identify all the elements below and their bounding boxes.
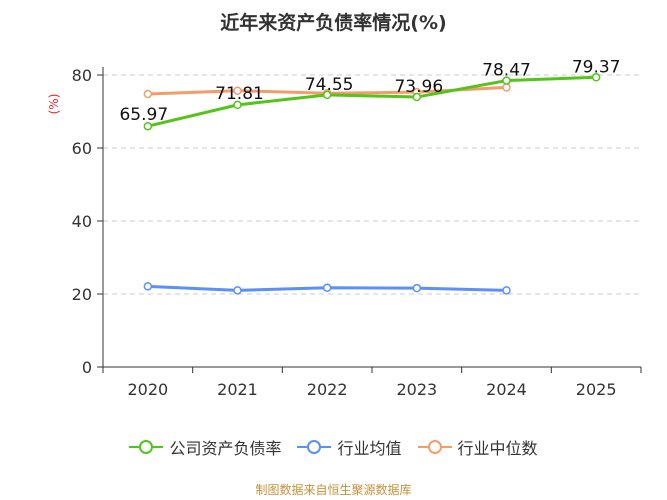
y-tick-label: 60 [72,139,92,158]
grid-lines [103,74,641,295]
legend-item[interactable]: 行业中位数 [417,435,538,459]
data-label: 74.55 [305,75,354,95]
legend-marker-icon [417,439,452,455]
x-tick-label: 2024 [486,380,527,399]
data-point [502,83,511,92]
data-point [322,283,332,293]
legend-marker-icon [297,439,332,455]
chart-title: 近年来资产负债率情况(%) [220,12,447,34]
source-note: 制图数据来自恒生聚源数据库 [255,483,412,497]
data-point [502,286,511,295]
data-point [322,90,332,100]
data-label: 79.37 [572,57,621,77]
data-point [502,76,511,85]
y-tick-labels: 0 20 40 60 80 [72,66,92,377]
legend-label: 行业均值 [337,439,402,458]
data-points [143,73,601,295]
x-tick-label: 2020 [127,380,168,399]
data-point [233,286,242,295]
y-axis-label: (%) [47,94,61,115]
y-tick-label: 0 [82,358,92,377]
data-label: 65.97 [119,105,168,125]
x-tick-labels: 2020 2021 2022 2023 2024 2025 [127,380,616,399]
data-label: 71.81 [215,84,264,104]
y-tick-label: 40 [72,212,92,231]
data-point [143,282,153,291]
legend-label: 公司资产负债率 [169,439,282,458]
data-point [412,92,422,102]
data-point [412,283,422,293]
data-label: 73.96 [394,77,443,97]
y-tick-label: 20 [72,285,92,304]
legend-marker-icon [129,439,164,455]
legend-item[interactable]: 行业均值 [297,435,402,459]
legend-item[interactable]: 公司资产负债率 [129,435,281,459]
data-point [233,100,242,110]
legend: 公司资产负债率 行业均值 行业中位数 [0,433,667,461]
x-tick-label: 2025 [576,380,617,399]
data-labels: 65.97 71.81 74.55 73.96 78.47 79.37 [119,57,620,125]
axes [97,67,642,373]
legend-label: 行业中位数 [457,439,538,458]
data-point [233,86,242,95]
x-tick-label: 2021 [217,380,258,399]
y-tick-label: 80 [72,66,92,85]
data-label: 78.47 [482,61,531,81]
data-point [143,89,153,99]
x-tick-label: 2022 [307,380,348,399]
line-chart: 0 20 40 60 80 2020 2021 2022 2023 2024 2025 (%) 6… [47,57,642,399]
x-tick-label: 2023 [396,380,437,399]
data-point [143,121,153,131]
data-point [591,73,601,82]
series-lines [147,75,597,292]
series-line [147,75,597,128]
